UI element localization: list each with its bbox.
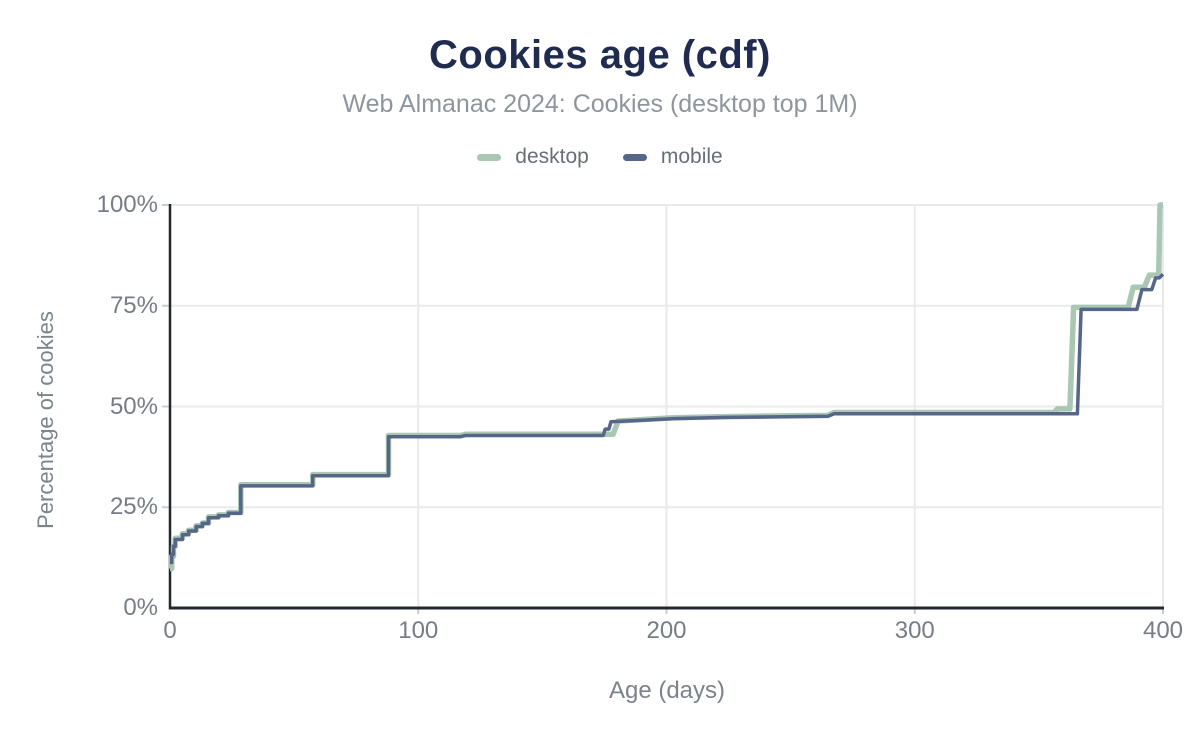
x-tick-label: 100 bbox=[398, 617, 439, 644]
y-tick-label: 50% bbox=[109, 392, 158, 420]
legend-item-desktop: desktop bbox=[477, 145, 589, 169]
legend: desktop mobile bbox=[0, 145, 1200, 169]
y-tick-label: 75% bbox=[109, 291, 158, 319]
chart-subtitle: Web Almanac 2024: Cookies (desktop top 1… bbox=[342, 90, 858, 118]
legend-swatch-icon bbox=[477, 153, 502, 161]
legend-label: desktop bbox=[515, 145, 589, 168]
x-tick-label: 0 bbox=[163, 617, 177, 644]
series-line-mobile bbox=[169, 273, 1165, 565]
legend-swatch-icon bbox=[622, 153, 647, 161]
y-tick-label: 100% bbox=[96, 191, 158, 218]
y-tick-label: 25% bbox=[109, 493, 158, 521]
x-tick-label: 200 bbox=[646, 617, 687, 644]
y-tick-label: 0% bbox=[123, 594, 158, 621]
legend-item-mobile: mobile bbox=[622, 145, 723, 169]
x-tick-label: 300 bbox=[894, 617, 935, 644]
x-tick-label: 400 bbox=[1142, 617, 1184, 644]
chart-title: Cookies age (cdf) bbox=[429, 33, 771, 77]
legend-label: mobile bbox=[660, 145, 723, 168]
x-axis-title: Age (days) bbox=[608, 677, 726, 704]
